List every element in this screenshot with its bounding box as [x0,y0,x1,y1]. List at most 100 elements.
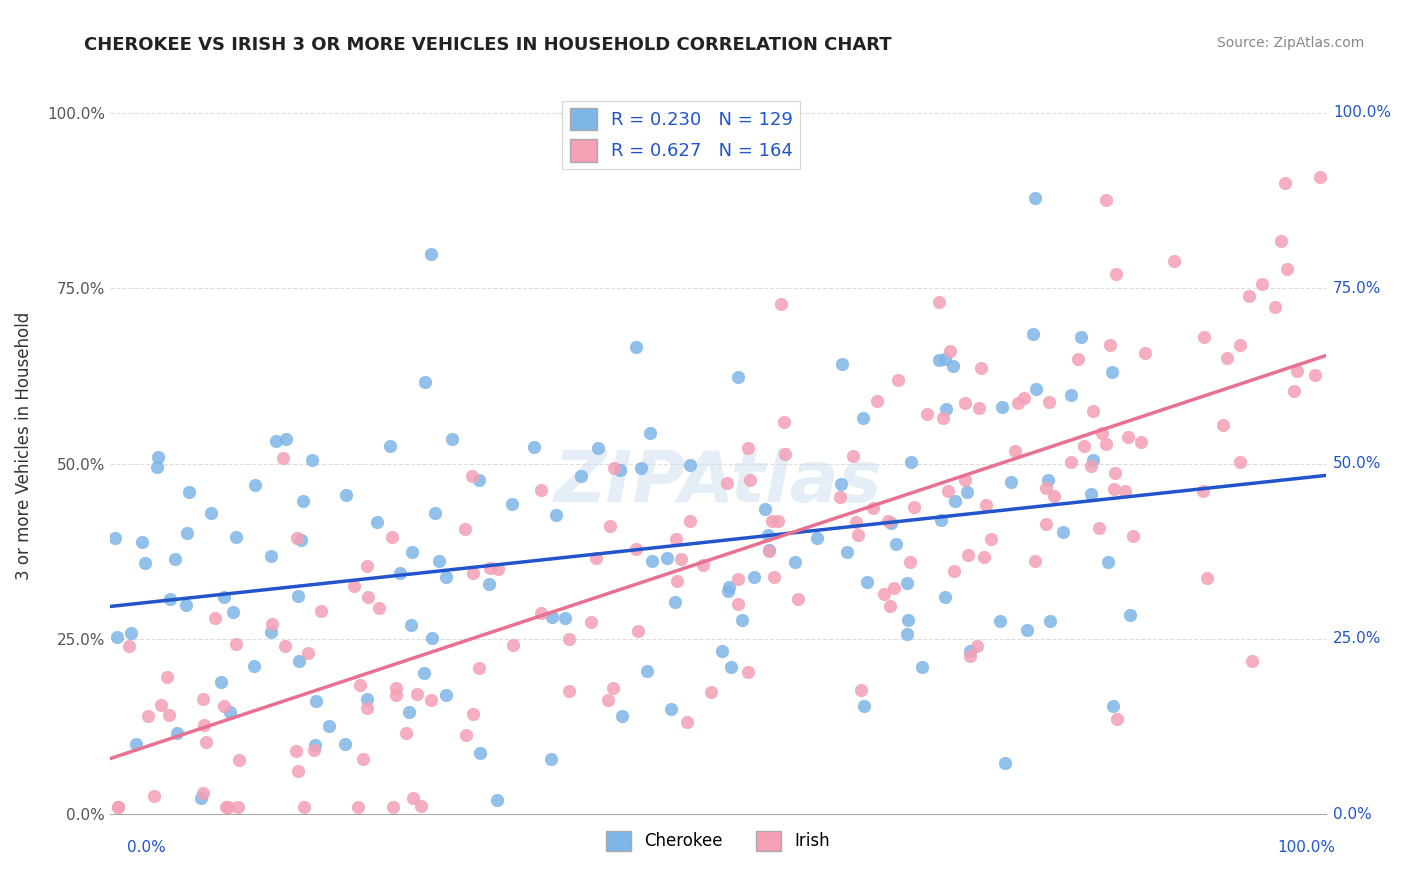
Point [717,580,740,594]
Point [659,701,682,715]
Point [502,638,524,652]
Point [546,508,568,523]
Point [783,555,806,569]
Point [291,493,314,508]
Point [727,572,749,586]
Point [883,581,905,595]
Point [1135,346,1157,360]
Point [399,618,422,632]
Point [217,800,239,814]
Point [214,800,236,814]
Point [318,719,340,733]
Point [898,555,921,569]
Point [579,615,602,629]
Point [107,800,129,814]
Point [413,665,436,680]
Point [934,351,956,366]
Text: 50.0%: 50.0% [1333,456,1381,471]
Point [671,551,693,566]
Point [389,566,412,581]
Point [401,544,423,558]
Point [384,681,406,695]
Point [910,660,932,674]
Point [149,698,172,712]
Point [897,613,920,627]
Point [852,410,875,425]
Point [1101,699,1123,714]
Point [558,632,581,647]
Point [368,601,391,615]
Point [413,375,436,389]
Point [1091,426,1114,441]
Point [624,541,647,556]
Point [884,537,907,551]
Point [896,576,918,591]
Point [454,522,477,536]
Point [786,592,808,607]
Point [274,432,297,446]
Point [1105,712,1128,726]
Point [627,624,650,638]
Point [846,528,869,542]
Point [395,725,418,739]
Point [165,551,187,566]
Point [155,670,177,684]
Point [1015,623,1038,637]
Point [692,558,714,572]
Point [346,800,368,814]
Point [586,442,609,456]
Point [763,570,786,584]
Point [411,799,433,814]
Point [557,683,579,698]
Text: CHEROKEE VS IRISH 3 OR MORE VEHICLES IN HOUSEHOLD CORRELATION CHART: CHEROKEE VS IRISH 3 OR MORE VEHICLES IN … [84,36,891,54]
Point [664,595,686,609]
Point [932,410,955,425]
Point [1270,234,1292,248]
Point [599,519,621,533]
Point [260,549,283,564]
Point [873,587,896,601]
Point [1025,382,1047,396]
Point [956,548,979,562]
Point [1095,193,1118,207]
Point [1004,443,1026,458]
Point [1060,455,1083,469]
Point [478,560,501,574]
Point [288,654,311,668]
Point [991,400,1014,414]
Point [806,532,828,546]
Point [120,625,142,640]
Point [468,661,491,675]
Point [540,752,562,766]
Point [766,514,789,528]
Point [292,800,315,814]
Point [988,614,1011,628]
Point [523,440,546,454]
Point [226,800,249,814]
Point [959,644,981,658]
Point [285,744,308,758]
Point [974,498,997,512]
Point [380,440,402,454]
Legend: R = 0.230   N = 129, R = 0.627   N = 164: R = 0.230 N = 129, R = 0.627 N = 164 [562,101,800,169]
Point [700,685,723,699]
Point [1104,267,1126,281]
Point [1000,475,1022,490]
Point [585,550,607,565]
Point [1067,351,1090,366]
Point [970,360,993,375]
Point [470,746,492,760]
Point [105,630,128,644]
Point [356,700,378,714]
Point [290,533,312,547]
Point [610,708,633,723]
Point [1099,337,1122,351]
Point [420,632,443,646]
Point [841,449,863,463]
Point [467,473,489,487]
Point [1038,395,1060,409]
Point [179,484,201,499]
Point [274,640,297,654]
Point [1035,481,1057,495]
Point [636,664,658,678]
